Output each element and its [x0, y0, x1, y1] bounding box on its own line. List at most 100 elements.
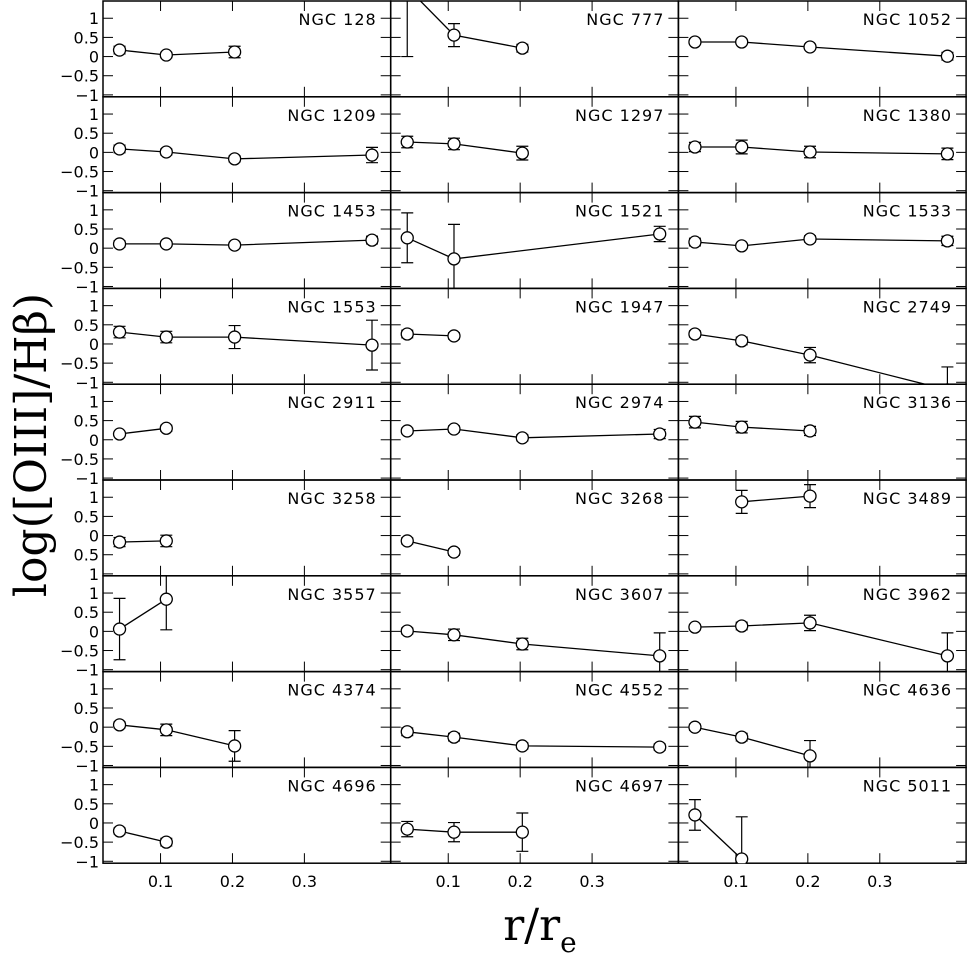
data-point [803, 424, 817, 438]
y-tick-label: 1 [89, 776, 99, 795]
y-tick-label: 0.5 [74, 507, 99, 526]
y-tick-label: 0 [89, 718, 99, 737]
data-layer [688, 35, 955, 63]
y-tick-label: 0.5 [74, 699, 99, 718]
error-bar [401, 1, 414, 58]
y-tick-label: 1 [89, 488, 99, 507]
panel-title: NGC 2749 [863, 297, 952, 316]
panel: −1−0.500.51 NGC 4374 [60, 670, 392, 775]
data-point [688, 415, 702, 429]
data-layer [112, 534, 173, 549]
y-tick-label: 0 [89, 431, 99, 450]
panel-title: NGC 777 [586, 10, 664, 29]
data-layer [401, 1, 529, 58]
data-layer [688, 415, 817, 438]
data-point [400, 822, 414, 836]
panel: NGC 3136 [677, 383, 967, 481]
y-tick-label: −0.5 [60, 67, 99, 86]
data-point [515, 739, 529, 753]
data-line [407, 141, 523, 154]
panel-title: NGC 1209 [287, 106, 376, 125]
x-tick-label: 0.2 [220, 872, 245, 891]
data-point [112, 325, 127, 339]
y-tick-label: 1 [89, 105, 99, 124]
panel-title: NGC 128 [299, 10, 377, 29]
data-line [694, 622, 948, 657]
panel: −1−0.500.51 NGC 1553 [60, 287, 392, 392]
data-point [515, 41, 529, 55]
panel-title: NGC 1052 [863, 10, 952, 29]
data-line [119, 540, 167, 543]
panel-title: NGC 4374 [287, 681, 376, 700]
data-point [515, 146, 529, 160]
x-tick-label: 0.1 [148, 872, 173, 891]
data-layer [688, 232, 955, 253]
y-tick-label: −1 [75, 469, 99, 488]
panel-title: NGC 3557 [287, 585, 376, 604]
data-line [694, 146, 948, 155]
data-line [119, 49, 235, 56]
data-point [400, 424, 414, 438]
panel: NGC 3607 [389, 575, 680, 673]
data-point [688, 35, 702, 49]
data-point [803, 145, 817, 159]
panel-title: NGC 3607 [575, 585, 664, 604]
data-layer [400, 135, 529, 161]
x-tick-label: 0.3 [579, 872, 604, 891]
data-point [688, 720, 702, 734]
panel-title: NGC 4636 [863, 681, 952, 700]
x-axis-title-main: r/r [503, 900, 561, 951]
panel: NGC 1533 [677, 191, 967, 290]
data-point [400, 231, 414, 245]
panel: NGC 4636 [677, 670, 967, 769]
data-layer [400, 725, 667, 754]
data-point [447, 28, 461, 42]
y-tick-label: 0 [89, 239, 99, 258]
panel: NGC 1297 [389, 96, 680, 194]
panel: NGC 3489 [677, 479, 967, 577]
data-layer [112, 421, 173, 441]
y-tick-label: 0.5 [74, 220, 99, 239]
panel-title: NGC 1533 [863, 202, 952, 221]
data-point [159, 330, 173, 344]
data-point [159, 592, 173, 606]
data-layer [688, 139, 955, 161]
data-point [803, 348, 817, 362]
data-layer [400, 327, 461, 343]
data-layer [112, 43, 242, 62]
data-line [407, 428, 660, 439]
y-tick-label: 1 [89, 565, 99, 584]
panel-title: NGC 5011 [863, 776, 952, 795]
data-point [735, 495, 749, 509]
data-point [112, 535, 127, 549]
y-tick-label: −1 [75, 86, 99, 105]
x-axis-title: r/re [503, 900, 576, 958]
data-layer [400, 212, 667, 289]
data-point [653, 740, 667, 754]
data-line [694, 41, 948, 57]
panel-title: NGC 3268 [575, 489, 664, 508]
data-line [119, 427, 167, 435]
y-tick-label: 0.5 [74, 546, 99, 565]
data-line [119, 148, 373, 160]
data-line [406, 233, 660, 260]
data-point [735, 35, 749, 49]
panel: NGC 1380 [677, 96, 967, 194]
data-point [112, 427, 127, 441]
y-tick-label: −0.5 [60, 642, 99, 661]
data-point [515, 637, 529, 651]
y-tick-label: −0.5 [60, 450, 99, 469]
data-point [803, 232, 817, 246]
data-point [940, 49, 955, 63]
data-point [447, 545, 461, 559]
y-tick-label: 0.5 [74, 28, 99, 47]
data-point [365, 233, 379, 247]
x-tick-label: 0.2 [507, 872, 532, 891]
y-tick-label: 0 [89, 527, 99, 546]
data-point [227, 330, 242, 344]
y-tick-label: 0 [89, 335, 99, 354]
data-point [803, 749, 817, 763]
data-layer [112, 142, 379, 166]
y-tick-label: 0 [89, 143, 99, 162]
